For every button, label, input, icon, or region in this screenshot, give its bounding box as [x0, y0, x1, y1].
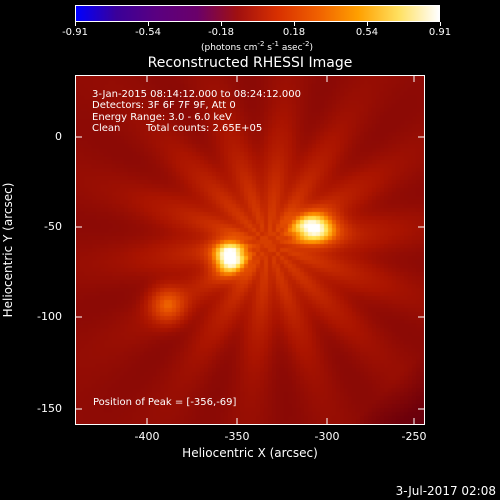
colorbar [75, 5, 440, 22]
x-tick-label: -400 [134, 430, 160, 443]
colorbar-tick-label: -0.54 [135, 27, 161, 38]
image-plot-frame [75, 75, 425, 425]
clean-label: Clean [92, 123, 121, 134]
y-tick-label: -50 [44, 220, 62, 233]
generation-timestamp: 3-Jul-2017 02:08 [395, 484, 496, 498]
energy-range-annotation: Energy Range: 3.0 - 6.0 keV [92, 112, 232, 123]
colorbar-panel: -0.91 -0.54 -0.18 0.18 0.54 0.91 (photons cm-… [0, 0, 500, 60]
colorbar-tick-mark [367, 22, 368, 26]
x-tick-label: -350 [224, 430, 250, 443]
colorbar-tick-label: 0.18 [282, 27, 306, 38]
y-tick-label: 0 [55, 130, 62, 143]
colorbar-tick-mark [75, 22, 76, 26]
y-tick-label: -150 [37, 402, 62, 415]
colorbar-tick-mark [294, 22, 295, 26]
y-tick-label: -100 [37, 310, 62, 323]
x-axis-label: Heliocentric X (arcsec) [182, 446, 318, 460]
rhessi-image [76, 76, 424, 424]
peak-position-annotation: Position of Peak = [-356,-69] [93, 397, 237, 408]
colorbar-tick-label: 0.54 [355, 27, 379, 38]
x-tick-label: -250 [401, 430, 427, 443]
total-counts-annotation: Total counts: 2.65E+05 [146, 123, 263, 134]
colorbar-tick-mark [221, 22, 222, 26]
colorbar-tick-mark [440, 22, 441, 26]
plot-title: Reconstructed RHESSI Image [147, 55, 353, 71]
colorbar-tick-mark [148, 22, 149, 26]
colorbar-tick-label: 0.91 [428, 27, 452, 38]
colorbar-tick-label: -0.18 [208, 27, 234, 38]
detectors-annotation: Detectors: 3F 6F 7F 9F, Att 0 [92, 100, 236, 111]
x-tick-label: -300 [314, 430, 340, 443]
colorbar-tick-label: -0.91 [62, 27, 88, 38]
time-range-annotation: 3-Jan-2015 08:14:12.000 to 08:24:12.000 [92, 89, 301, 100]
colorbar-units: (photons cm-2 s-1 asec-2) [200, 40, 314, 53]
